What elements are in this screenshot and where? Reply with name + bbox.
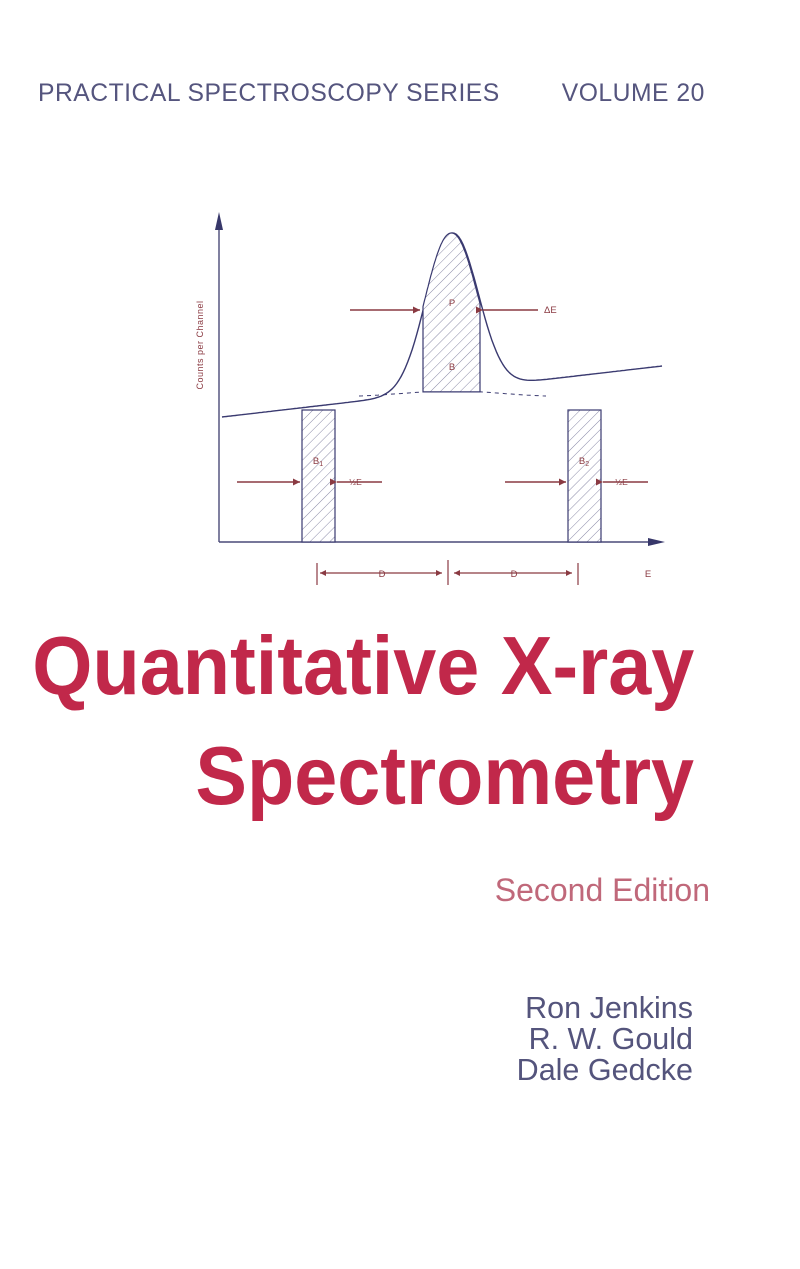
svg-text:ΔE: ΔE xyxy=(544,305,557,316)
svg-text:Counts per Channel: Counts per Channel xyxy=(195,300,205,389)
svg-text:P: P xyxy=(449,298,455,309)
svg-text:D: D xyxy=(511,569,518,580)
svg-text:D: D xyxy=(379,569,386,580)
svg-text:E: E xyxy=(645,569,651,580)
svg-text:½E: ½E xyxy=(615,477,628,487)
svg-text:B: B xyxy=(449,362,455,373)
svg-text:½E: ½E xyxy=(349,477,362,487)
